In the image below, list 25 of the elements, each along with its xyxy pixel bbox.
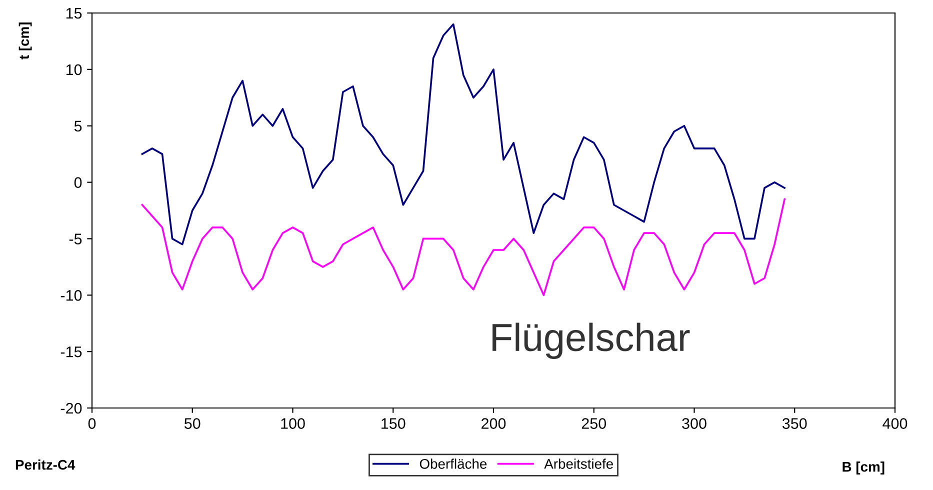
x-tick-label: 300 [682,418,706,429]
x-tick-label: 50 [184,418,200,429]
line-series [141,23,786,246]
y-tick-label: -10 [60,290,82,301]
x-tick-label: 250 [582,418,606,429]
text: Peritz-C4 [16,460,76,470]
y-tick-label: 0 [74,177,82,188]
y-tick-label: 15 [66,8,82,19]
x-tick-label: 150 [382,418,406,429]
annotation: Flügelschar [492,322,690,359]
y-tick-label: 5 [74,120,82,132]
legend-label: Oberfläche [420,458,487,469]
y-tick-label: -20 [60,402,82,414]
x-axis-title: B [cm] [842,462,884,474]
x-tick-label: 0 [88,418,96,429]
y-tick-label: -15 [60,346,82,358]
x-tick-label: 400 [882,418,908,429]
y-tick-label: 10 [66,64,82,76]
legend-label: Arbeitstiefe [544,458,613,469]
x-tick-label: 350 [782,418,807,429]
line-series [141,198,786,296]
y-tick-label: -5 [69,234,82,244]
x-tick-label: 100 [281,418,305,429]
x-tick-label: 200 [482,418,506,429]
y-axis-title: t [cm] [18,22,32,60]
